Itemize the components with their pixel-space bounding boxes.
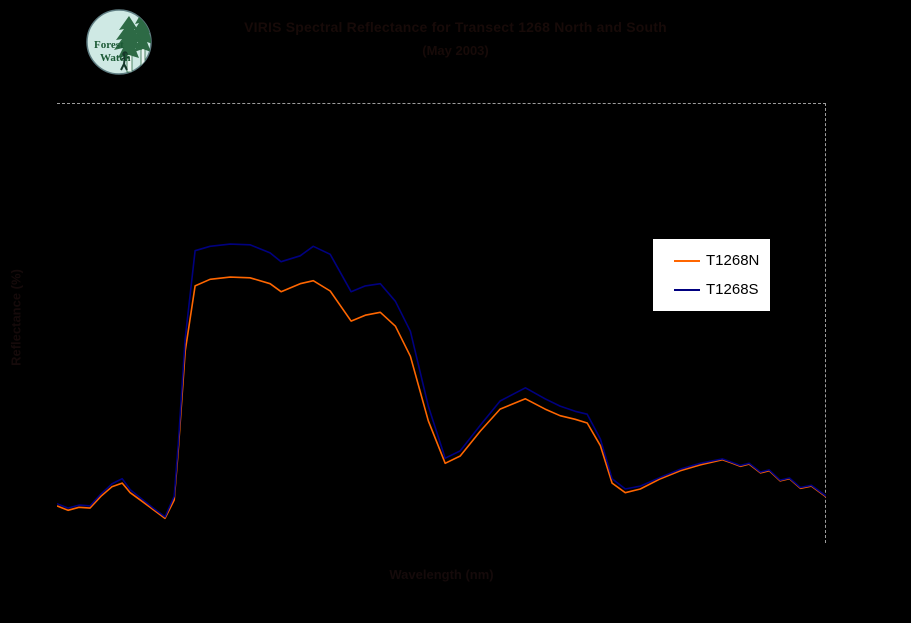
series-plot [57, 243, 826, 520]
logo-text-watch: Watch [100, 52, 131, 64]
plot-area [57, 103, 826, 543]
legend: T1268N T1268S [653, 239, 770, 311]
chart-subtitle: (May 2003) [422, 43, 489, 58]
series-line-t1268s [57, 243, 826, 518]
x-axis-label: Wavelength (nm) [389, 567, 494, 582]
chart-title: VIRIS Spectral Reflectance for Transect … [244, 19, 667, 35]
legend-item-t1268n: T1268N [674, 253, 770, 268]
y-axis-label: Reflectance (%) [8, 269, 24, 366]
legend-line-sample-t1268n [674, 259, 700, 262]
legend-item-t1268s: T1268S [674, 282, 770, 297]
series-line-t1268n [57, 276, 826, 520]
legend-label-t1268n: T1268N [706, 252, 760, 269]
legend-label-t1268s: T1268S [706, 281, 759, 298]
logo-text-forest: Forest [94, 39, 124, 51]
legend-line-sample-t1268s [674, 288, 700, 291]
climber-icon [120, 51, 130, 71]
forest-watch-logo: Forest Watch [86, 9, 152, 75]
